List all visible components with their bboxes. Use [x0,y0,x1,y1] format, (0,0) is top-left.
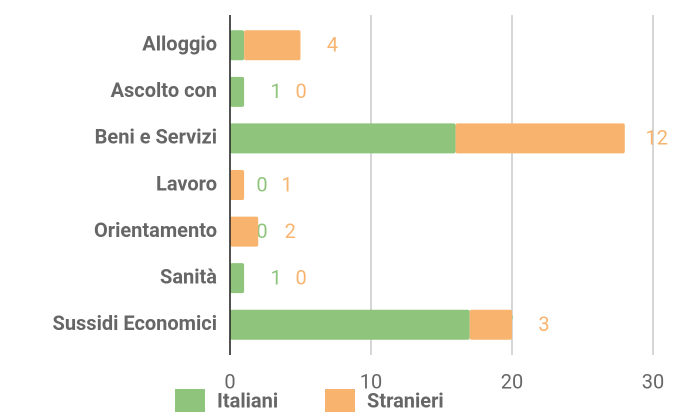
bar [230,76,245,107]
bar [469,309,512,340]
y-tick-label: Orientamento [94,218,217,242]
data-label: 2 [285,219,296,243]
bar [230,263,245,294]
data-label: 0 [256,172,267,196]
data-label: 0 [295,265,306,289]
data-label: 4 [327,33,338,57]
bar [230,309,470,340]
y-tick-label: Lavoro [156,171,217,195]
legend-label: Italiani [217,388,278,412]
data-label: 12 [646,126,668,150]
legend-label: Stranieri [367,388,444,412]
bar [230,30,245,61]
x-tick-label: 0 [224,369,235,393]
y-tick-label: Sussidi Economici [53,311,217,335]
y-tick-label: Ascolto con [111,78,217,102]
legend-swatch [175,389,205,412]
bar [230,170,245,200]
bar [230,216,259,247]
bar [230,123,456,154]
bar [244,30,301,61]
legend-swatch [325,389,355,412]
y-tick-label: Alloggio [142,32,217,56]
data-label: 0 [295,79,306,103]
x-tick-label: 30 [642,369,664,393]
y-tick-label: Beni e Servizi [95,125,217,149]
y-tick-label: Sanità [160,264,217,288]
data-label: 1 [270,265,281,289]
bar [455,123,625,154]
x-tick-label: 20 [501,369,523,393]
x-tick-label: 10 [360,369,382,393]
data-label: 3 [538,312,549,336]
data-label: 0 [256,219,267,243]
data-label: 1 [270,79,281,103]
data-label: 1 [281,172,292,196]
